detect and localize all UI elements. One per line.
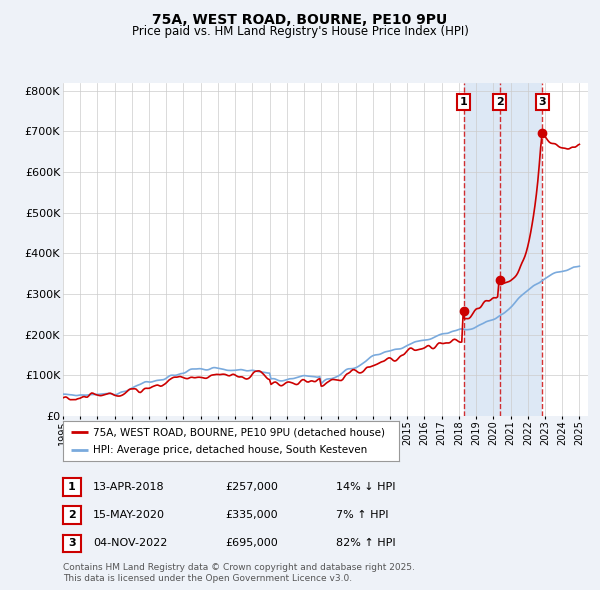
Text: This data is licensed under the Open Government Licence v3.0.: This data is licensed under the Open Gov… bbox=[63, 574, 352, 583]
Text: HPI: Average price, detached house, South Kesteven: HPI: Average price, detached house, Sout… bbox=[93, 445, 367, 455]
Text: 3: 3 bbox=[68, 539, 76, 548]
Text: £257,000: £257,000 bbox=[225, 482, 278, 491]
Text: Price paid vs. HM Land Registry's House Price Index (HPI): Price paid vs. HM Land Registry's House … bbox=[131, 25, 469, 38]
Text: 3: 3 bbox=[538, 97, 546, 107]
Text: 15-MAY-2020: 15-MAY-2020 bbox=[93, 510, 165, 520]
Text: 82% ↑ HPI: 82% ↑ HPI bbox=[336, 539, 395, 548]
Text: 04-NOV-2022: 04-NOV-2022 bbox=[93, 539, 167, 548]
Text: 75A, WEST ROAD, BOURNE, PE10 9PU: 75A, WEST ROAD, BOURNE, PE10 9PU bbox=[152, 13, 448, 27]
Text: Contains HM Land Registry data © Crown copyright and database right 2025.: Contains HM Land Registry data © Crown c… bbox=[63, 563, 415, 572]
Text: 7% ↑ HPI: 7% ↑ HPI bbox=[336, 510, 389, 520]
Text: 13-APR-2018: 13-APR-2018 bbox=[93, 482, 164, 491]
Text: 1: 1 bbox=[460, 97, 467, 107]
Text: 14% ↓ HPI: 14% ↓ HPI bbox=[336, 482, 395, 491]
Bar bbox=[464, 83, 542, 416]
Text: £695,000: £695,000 bbox=[225, 539, 278, 548]
Text: 75A, WEST ROAD, BOURNE, PE10 9PU (detached house): 75A, WEST ROAD, BOURNE, PE10 9PU (detach… bbox=[93, 428, 385, 438]
Text: 2: 2 bbox=[68, 510, 76, 520]
Text: 1: 1 bbox=[68, 482, 76, 491]
Text: 2: 2 bbox=[496, 97, 503, 107]
Text: £335,000: £335,000 bbox=[225, 510, 278, 520]
